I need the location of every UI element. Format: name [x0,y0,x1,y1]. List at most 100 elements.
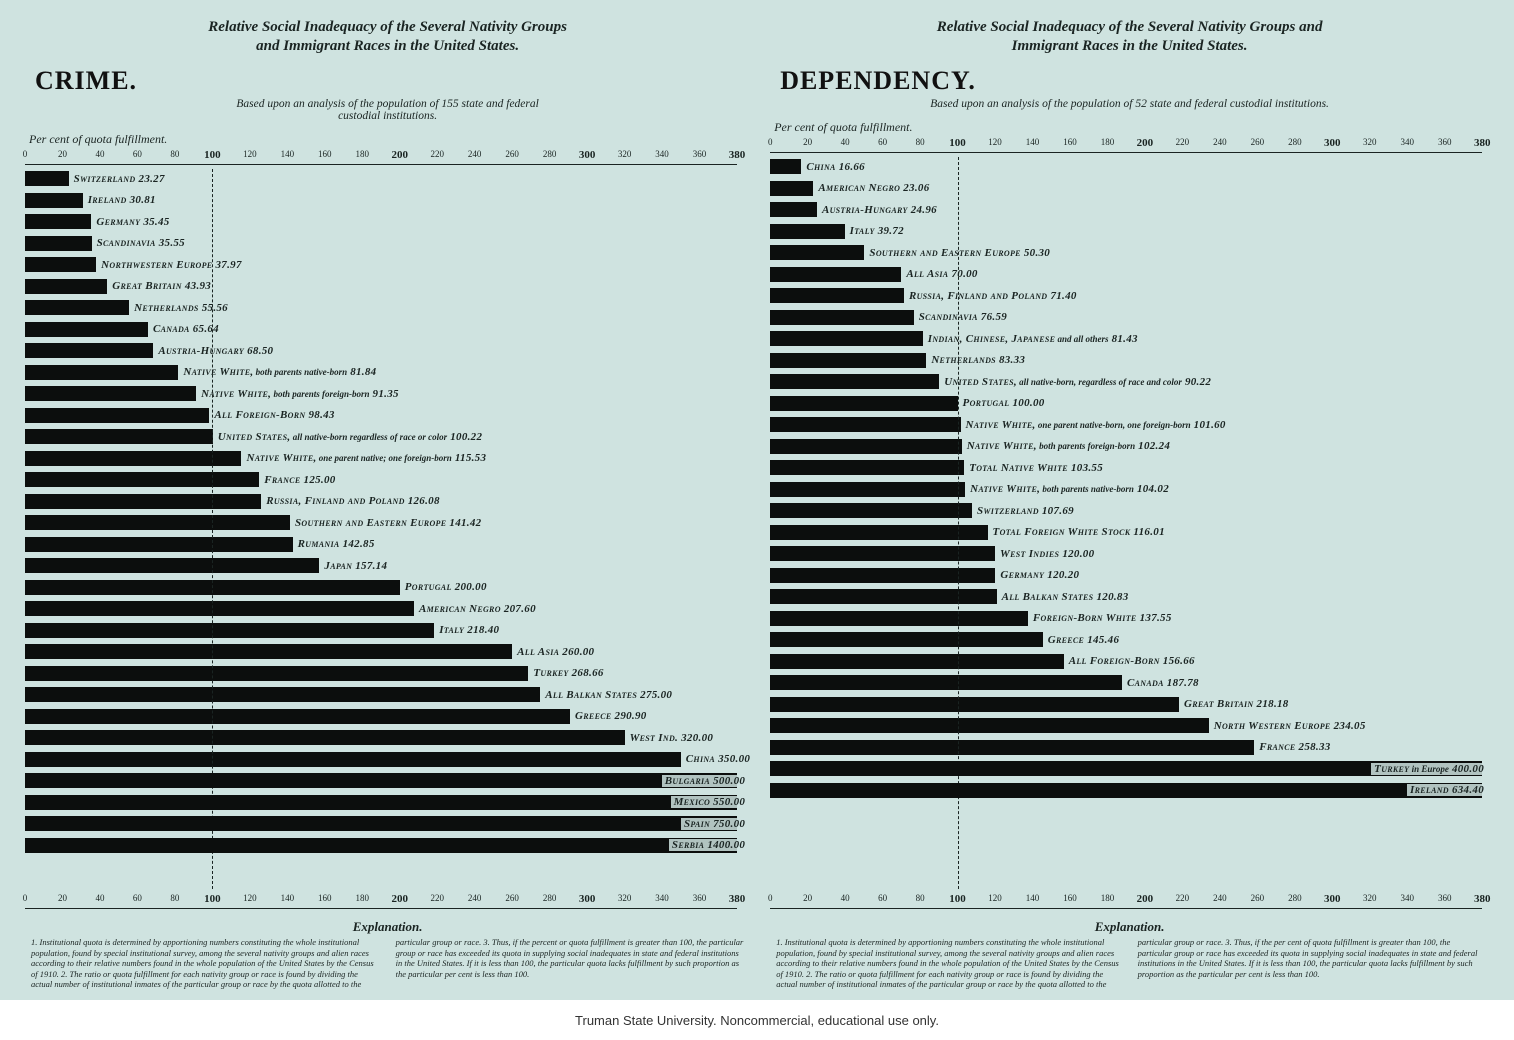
bar-label: Italy 39.72 [850,225,904,237]
scale-tick: 300 [1324,893,1341,905]
bar [25,601,414,616]
scale-tick: 360 [693,149,707,159]
explanation-body-right: 1. Institutional quota is determined by … [770,937,1489,990]
bar [25,644,512,659]
scale-tick: 20 [58,149,67,159]
bar [25,494,261,509]
bar-label: China 16.66 [806,161,865,173]
scale-tick: 200 [1137,893,1154,905]
scale-tick: 360 [1438,137,1452,147]
scale-tick: 280 [1288,893,1302,903]
scale-tick: 320 [618,149,632,159]
bar-row: China 350.00 [25,749,750,769]
bar-label: Netherlands 83.33 [931,354,1025,366]
scale-tick: 240 [468,893,482,903]
bar-row: United States, all native-born, regardle… [770,372,1489,392]
scale-tick: 300 [579,149,596,161]
bar-label: All Asia 260.00 [517,646,594,658]
bar-row: Russia, Finland and Poland 71.40 [770,286,1489,306]
bar [25,386,196,401]
scale-top-right: 0204060801001201401601802002202402602803… [770,137,1489,153]
bar-row: Canada 187.78 [770,673,1489,693]
bar [770,632,1043,647]
bar-label: Native White, one parent native; one for… [246,452,486,464]
scale-tick: 380 [729,893,746,905]
scale-tick: 320 [618,893,632,903]
bar [770,546,995,561]
bar-row: Switzerland 107.69 [770,501,1489,521]
bar-label: Great Britain 218.18 [1184,698,1289,710]
scale-tick: 180 [1101,893,1115,903]
scale-tick: 380 [729,149,746,161]
bar-row: Mexico 550.00 [25,792,750,812]
bar-label: North Western Europe 234.05 [1214,720,1366,732]
chart-area-right: 0204060801001201401601802002202402602803… [770,137,1489,915]
bar-row: All Balkan States 120.83 [770,587,1489,607]
chart-area-left: 0204060801001201401601802002202402602803… [25,149,750,915]
scale-tick: 60 [878,893,887,903]
scale-top-left: 0204060801001201401601802002202402602803… [25,149,750,165]
scale-tick: 80 [916,893,925,903]
bar-label: Spain 750.00 [681,818,748,830]
bar-row: Rumania 142.85 [25,534,750,554]
bar-row: Turkey 268.66 [25,663,750,683]
bar-label: Southern and Eastern Europe 141.42 [295,517,482,529]
bar-label: All Foreign-Born 156.66 [1069,655,1195,667]
scale-tick: 20 [58,893,67,903]
bar [25,365,178,380]
scale-tick: 140 [281,893,295,903]
main-title-right: DEPENDENCY. [780,66,1489,96]
bar-label: Russia, Finland and Poland 126.08 [266,495,440,507]
scale-tick: 340 [1400,137,1414,147]
scale-tick: 200 [1137,137,1154,149]
bar-row: Spain 750.00 [25,814,750,834]
bar [25,709,570,724]
scale-tick: 0 [23,149,28,159]
bar [770,159,801,174]
bar-row: Great Britain 218.18 [770,694,1489,714]
scale-tick: 240 [1213,137,1227,147]
bar [770,353,926,368]
bar-label: Scandinavia 35.55 [97,237,185,249]
scale-tick: 160 [318,149,332,159]
bar [770,718,1209,733]
scale-tick: 220 [1176,137,1190,147]
bar [25,300,129,315]
bar [770,460,964,475]
scale-tick: 40 [841,137,850,147]
bar-label: Italy 218.40 [439,624,499,636]
bar-label: Rumania 142.85 [298,538,375,550]
explanation-title-left: Explanation. [25,919,750,935]
bar [25,236,92,251]
bar [25,408,209,423]
bar-label: France 125.00 [264,474,335,486]
scale-tick: 160 [318,893,332,903]
bar [770,783,1482,798]
bar-label: All Balkan States 120.83 [1002,591,1129,603]
bar [770,482,965,497]
scale-tick: 380 [1474,137,1491,149]
bar [25,687,540,702]
scale-tick: 80 [916,137,925,147]
bar-row: Canada 65.64 [25,319,750,339]
bar [25,322,148,337]
bar-label: China 350.00 [686,753,750,765]
scale-tick: 380 [1474,893,1491,905]
scale-tick: 160 [1063,893,1077,903]
bar-label: All Asia 70.00 [906,268,977,280]
bar-label: Mexico 550.00 [671,796,749,808]
bar [25,343,153,358]
bar-row: Italy 39.72 [770,221,1489,241]
bars-right: China 16.66American Negro 23.06Austria-H… [770,157,1489,889]
bar-row: Netherlands 55.56 [25,298,750,318]
bar [25,257,96,272]
bar-label: West Indies 120.00 [1000,548,1094,560]
scale-tick: 180 [356,149,370,159]
scale-tick: 200 [391,149,408,161]
explanation-body-left: 1. Institutional quota is determined by … [25,937,750,990]
bar-label: Germany 35.45 [96,216,169,228]
bar [25,666,528,681]
bar-label: Ireland 634.40 [1407,784,1487,796]
bar-row: Portugal 100.00 [770,393,1489,413]
bar-row: France 258.33 [770,737,1489,757]
